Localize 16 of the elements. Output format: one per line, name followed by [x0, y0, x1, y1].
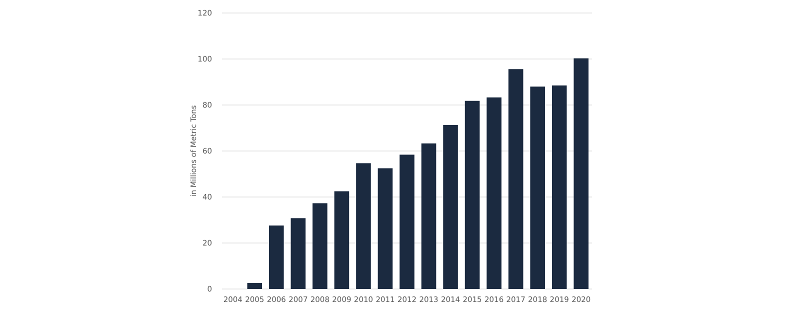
bar: [247, 283, 262, 289]
bar: [378, 168, 393, 289]
bar: [530, 86, 545, 289]
bar: [486, 97, 502, 289]
bar: [464, 100, 480, 289]
bar: [443, 125, 458, 289]
bar: [421, 143, 436, 289]
bar: [508, 69, 524, 289]
bar: [334, 191, 350, 289]
bar: [400, 154, 414, 289]
bar: [356, 163, 371, 289]
bar: [312, 203, 328, 289]
bar: [290, 218, 306, 289]
bar: [552, 85, 567, 289]
bar: [269, 226, 284, 289]
bar: [574, 58, 589, 289]
